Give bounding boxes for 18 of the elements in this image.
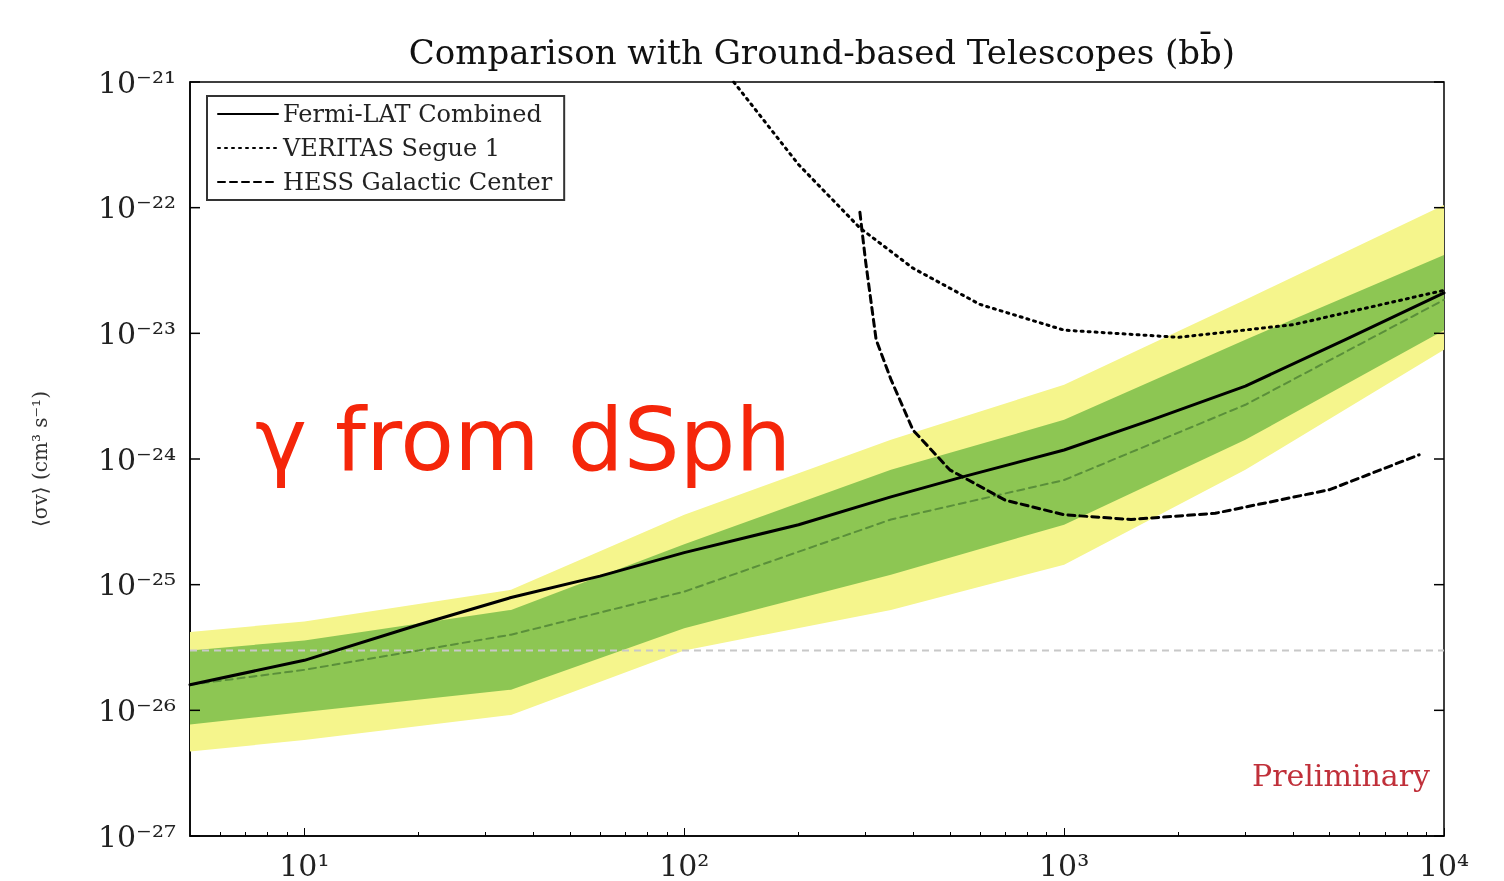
legend-label: Fermi-LAT Combined: [283, 100, 542, 128]
y-tick-label: 10⁻²³: [97, 315, 176, 351]
x-tick-label: 10⁴: [1418, 847, 1470, 881]
y-axis-title: ⟨σv⟩ (cm³ s⁻¹): [28, 391, 52, 527]
x-tick-label: 10³: [1039, 847, 1090, 881]
annotation: γ from dSph: [255, 387, 792, 491]
y-tick-label: 10⁻²²: [97, 190, 176, 226]
x-tick-label: 10¹: [279, 847, 330, 881]
y-tick-label: 10⁻²⁷: [97, 818, 176, 854]
y-tick-label: 10⁻²⁵: [97, 567, 176, 603]
y-tick-label: 10⁻²¹: [97, 64, 176, 100]
x-tick-label: 10²: [659, 847, 710, 881]
chart-title: Comparison with Ground-based Telescopes (bb̄): [408, 30, 1236, 72]
y-tick-label: 10⁻²⁶: [97, 692, 176, 728]
annotation: Preliminary: [1251, 757, 1431, 793]
legend-label: HESS Galactic Center: [283, 168, 553, 196]
y-tick-label: 10⁻²⁴: [97, 441, 176, 477]
legend-label: VERITAS Segue 1: [282, 134, 501, 162]
